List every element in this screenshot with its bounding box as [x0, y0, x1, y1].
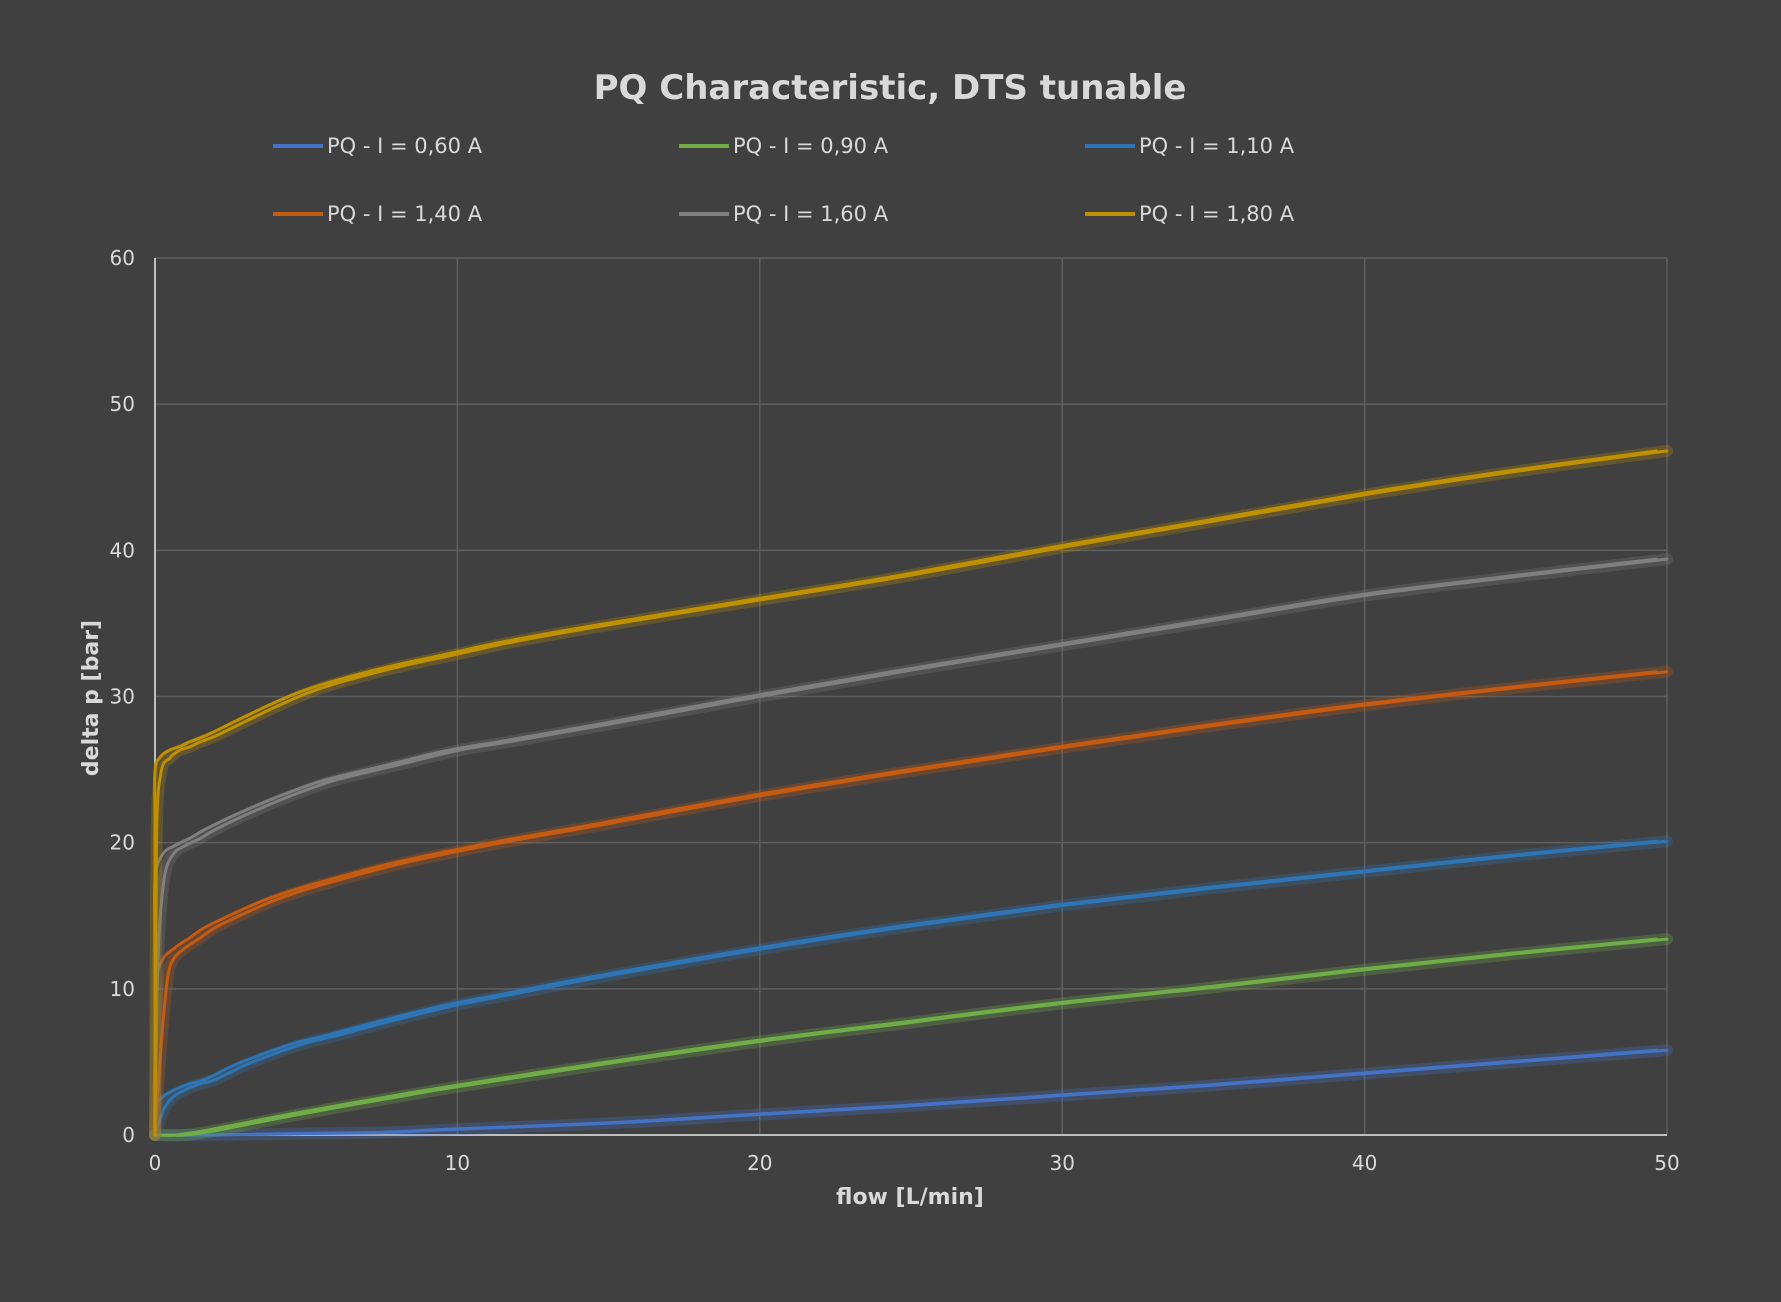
x-tick-label: 0 [149, 1151, 162, 1175]
series-line [153, 937, 1669, 1137]
y-tick-label: 50 [110, 392, 135, 416]
series-6 [149, 444, 1673, 1141]
legend-item: PQ - I = 1,60 A [679, 202, 889, 226]
legend-item: PQ - I = 1,80 A [1085, 202, 1295, 226]
chart-title: PQ Characteristic, DTS tunable [594, 68, 1187, 108]
y-tick-label: 10 [110, 977, 135, 1001]
series-4 [149, 665, 1673, 1141]
x-tick-label: 40 [1352, 1151, 1377, 1175]
x-tick-label: 30 [1049, 1151, 1074, 1175]
x-tick-label: 20 [747, 1151, 772, 1175]
legend: PQ - I = 0,60 A PQ - I = 0,90 A PQ - I = 1… [273, 134, 1295, 226]
x-tick-label: 50 [1654, 1151, 1679, 1175]
series-line [153, 670, 1669, 1137]
series-glow [149, 444, 1673, 1141]
series-3 [149, 835, 1673, 1141]
series-line [153, 557, 1669, 1137]
series-line [153, 839, 1669, 1137]
y-tick-label: 30 [110, 685, 135, 709]
series-1 [149, 1044, 1673, 1142]
legend-item: PQ - I = 1,10 A [1085, 134, 1295, 158]
series-line-upper [152, 557, 1658, 1137]
legend-label: PQ - I = 1,40 A [327, 202, 483, 226]
x-axis-title: flow [L/min] [836, 1185, 984, 1210]
legend-item: PQ - I = 0,90 A [679, 134, 889, 158]
legend-label: PQ - I = 1,10 A [1139, 134, 1295, 158]
series-line-upper [153, 449, 1658, 1137]
series-lines [149, 444, 1673, 1142]
legend-label: PQ - I = 1,60 A [733, 202, 889, 226]
y-tick-label: 60 [110, 246, 135, 270]
y-tick-label: 20 [110, 831, 135, 855]
legend-label: PQ - I = 1,80 A [1139, 202, 1295, 226]
legend-item: PQ - I = 1,40 A [273, 202, 483, 226]
series-line [153, 449, 1669, 1137]
legend-item: PQ - I = 0,60 A [273, 134, 483, 158]
series-glow [149, 553, 1673, 1141]
series-line [153, 1048, 1669, 1137]
legend-label: PQ - I = 0,90 A [733, 134, 889, 158]
y-tick-label: 40 [110, 538, 135, 562]
y-axis-title: delta p [bar] [79, 620, 104, 776]
series-5 [149, 553, 1673, 1141]
legend-label: PQ - I = 0,60 A [327, 134, 483, 158]
y-tick-label: 0 [122, 1123, 135, 1147]
series-glow [149, 1044, 1673, 1142]
tick-labels: 0 10 20 30 40 50 60 0 10 20 30 40 50 [110, 246, 1680, 1175]
x-tick-label: 10 [445, 1151, 470, 1175]
series-2 [149, 933, 1673, 1142]
